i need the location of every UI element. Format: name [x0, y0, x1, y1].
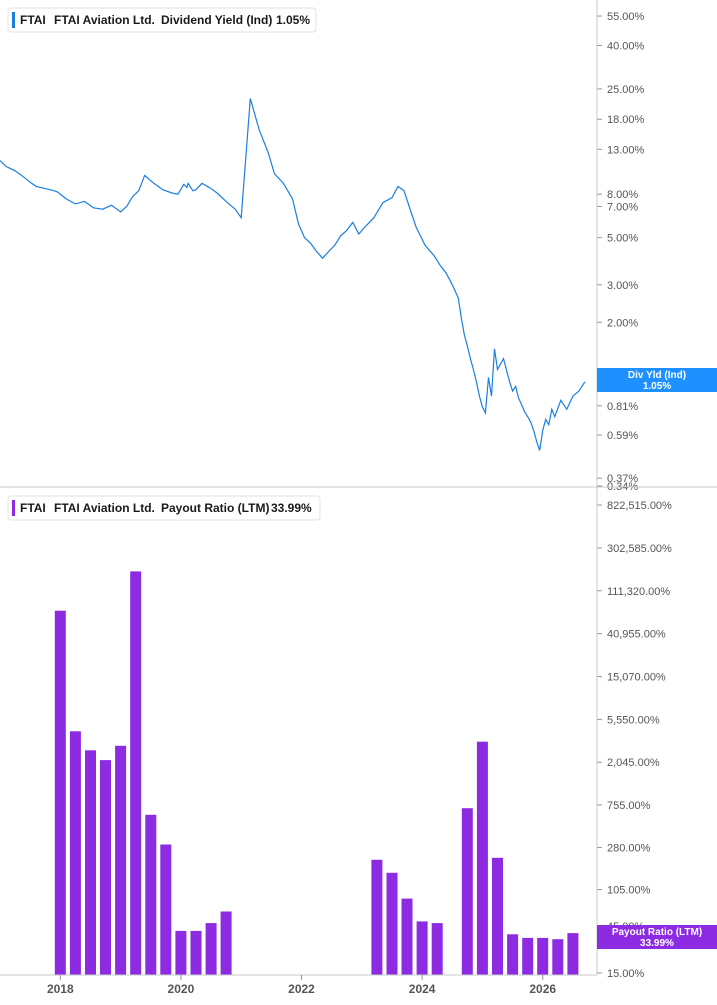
payout-ratio-bar — [220, 911, 232, 975]
payout-ratio-flag: Payout Ratio (LTM) 33.99% — [597, 925, 717, 949]
xtick-label: 2022 — [288, 982, 315, 996]
top-legend: FTAI FTAI Aviation Ltd. Dividend Yield (… — [7, 7, 317, 33]
xtick-label: 2018 — [47, 982, 74, 996]
top-ytick-label: 2.00% — [607, 317, 638, 329]
payout-ratio-bar — [54, 610, 66, 975]
payout-ratio-bar — [522, 937, 534, 975]
bottom-legend-ticker: FTAI — [20, 501, 46, 515]
payout-ratio-bar — [69, 731, 81, 975]
top-ytick-label: 18.00% — [607, 114, 645, 126]
bottom-flag-label: Payout Ratio (LTM) — [612, 927, 702, 938]
top-ytick-label: 8.00% — [607, 189, 638, 201]
xtick-label: 2020 — [168, 982, 195, 996]
top-ytick-label: 55.00% — [607, 11, 645, 23]
bottom-legend-company: FTAI Aviation Ltd. — [54, 501, 155, 515]
top-flag-value: 1.05% — [643, 381, 671, 392]
payout-ratio-bar — [205, 923, 217, 975]
bottom-ytick-label: 105.00% — [607, 885, 651, 897]
payout-ratio-bar — [115, 745, 127, 975]
payout-ratio-bar — [190, 930, 202, 975]
payout-ratio-bar — [492, 857, 503, 975]
bottom-ytick-label: 40,955.00% — [607, 629, 666, 641]
payout-ratio-bar — [567, 933, 579, 975]
payout-ratio-bar — [416, 921, 428, 975]
top-ytick-label: 3.00% — [607, 280, 638, 292]
top-ytick-label: 5.00% — [607, 233, 638, 245]
payout-ratio-bar — [552, 939, 564, 975]
bottom-ytick-label: 302,585.00% — [607, 543, 672, 555]
xtick-label: 2024 — [409, 982, 436, 996]
dividend-yield-flag: Div Yld (Ind) 1.05% — [597, 368, 717, 392]
bottom-y-axis: 822,515.00% 302,585.00% 111,320.00% 40,955.… — [597, 500, 672, 980]
bottom-flag-value: 33.99% — [640, 938, 674, 949]
top-y-axis: 55.00% 40.00% 25.00% 18.00% 13.00% 8.00%7.00%… — [597, 11, 645, 493]
top-ytick-label: 40.00% — [607, 40, 645, 52]
payout-ratio-bars — [54, 571, 579, 975]
payout-ratio-panel: 822,515.00% 302,585.00% 111,320.00% 40,955.… — [7, 487, 717, 980]
bottom-ytick-label: 15.00% — [607, 968, 645, 980]
top-ytick-label: 25.00% — [607, 84, 645, 96]
payout-ratio-bar — [130, 571, 142, 975]
bottom-legend-metric: Payout Ratio (LTM) — [161, 501, 269, 515]
bottom-legend-value: 33.99% — [271, 501, 312, 515]
payout-ratio-bar — [175, 930, 187, 975]
top-ytick-label: 0.37% — [607, 473, 638, 485]
bottom-ytick-label: 280.00% — [607, 842, 651, 854]
payout-ratio-bar — [461, 808, 473, 975]
top-flag-label: Div Yld (Ind) — [628, 370, 686, 381]
top-legend-value: 1.05% — [276, 13, 310, 27]
top-ytick-label: 0.59% — [607, 430, 638, 442]
payout-ratio-bar — [145, 814, 157, 975]
dividend-yield-panel: 55.00% 40.00% 25.00% 18.00% 13.00% 8.00%7.00%… — [0, 0, 717, 493]
bottom-ytick-label: 15,070.00% — [607, 672, 666, 684]
top-ytick-label: 0.81% — [607, 401, 638, 413]
top-legend-ticker: FTAI — [20, 13, 46, 27]
dividend-yield-line — [0, 98, 586, 451]
payout-ratio-bar — [386, 872, 398, 975]
payout-ratio-bar — [100, 760, 111, 975]
payout-ratio-bar — [476, 741, 488, 975]
payout-ratio-bar — [85, 750, 96, 975]
top-legend-metric: Dividend Yield (Ind) — [161, 13, 272, 27]
bottom-ytick-label: 755.00% — [607, 800, 651, 812]
payout-ratio-bar — [371, 859, 383, 975]
top-ytick-label: 13.00% — [607, 144, 645, 156]
bottom-ytick-label: 111,320.00% — [607, 586, 670, 598]
payout-ratio-bar — [431, 923, 443, 975]
bottom-legend: FTAI FTAI Aviation Ltd. Payout Ratio (LT… — [7, 495, 321, 521]
xtick-label: 2026 — [529, 982, 556, 996]
bottom-ytick-label: 822,515.00% — [607, 500, 672, 512]
payout-ratio-bar — [507, 934, 519, 975]
x-axis: 2018 2020 2022 2024 2026 — [47, 975, 556, 996]
top-legend-company: FTAI Aviation Ltd. — [54, 13, 155, 27]
bottom-legend-color-swatch — [12, 500, 15, 516]
payout-ratio-bar — [401, 898, 413, 975]
bottom-ytick-label: 5,550.00% — [607, 714, 660, 726]
bottom-ytick-label: 2,045.00% — [607, 757, 660, 769]
payout-ratio-bar — [160, 844, 172, 975]
payout-ratio-bar — [537, 937, 549, 975]
top-legend-color-swatch — [12, 12, 15, 28]
top-ytick-label: 7.00% — [607, 202, 638, 214]
